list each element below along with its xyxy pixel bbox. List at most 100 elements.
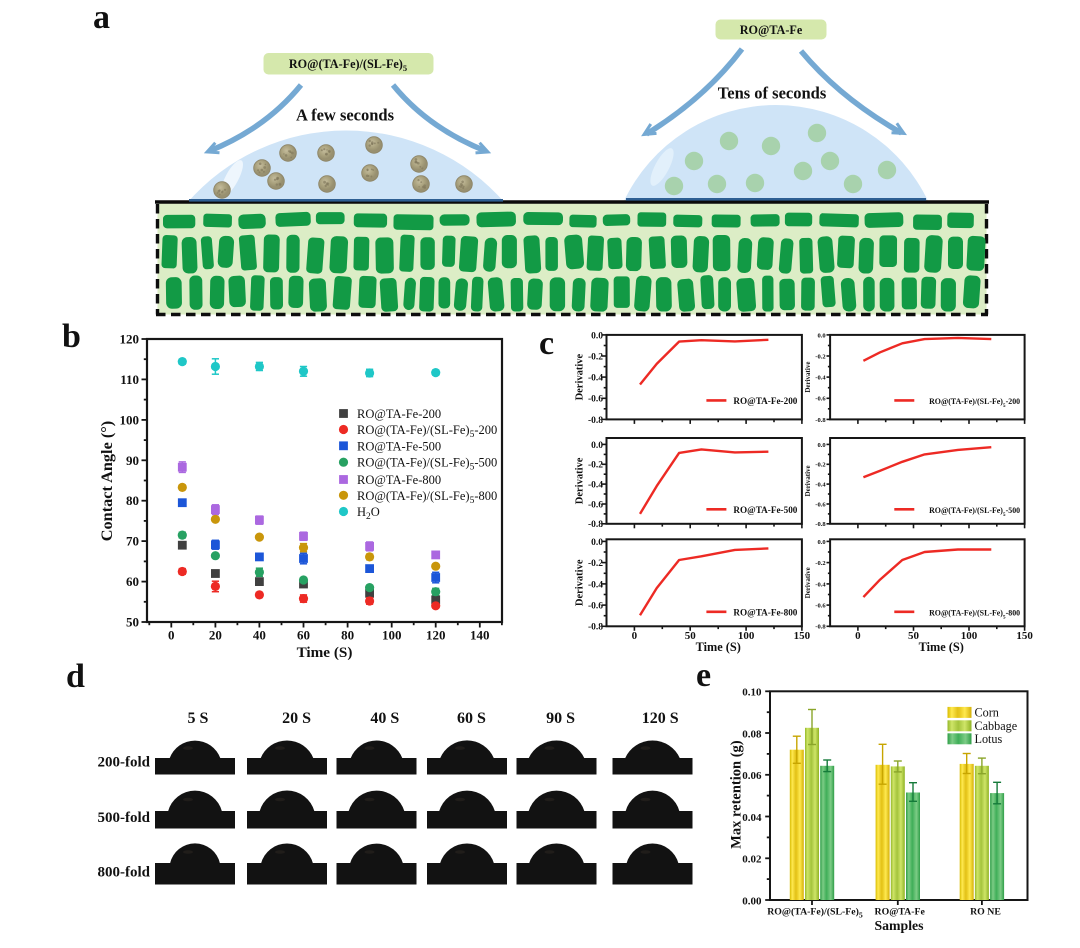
svg-text:-0.8: -0.8 xyxy=(815,624,826,631)
svg-text:0: 0 xyxy=(168,628,175,643)
svg-text:RO@(TA-Fe)/(SL-Fe)5: RO@(TA-Fe)/(SL-Fe)5 xyxy=(289,57,407,73)
svg-text:200-fold: 200-fold xyxy=(98,755,151,771)
svg-text:110: 110 xyxy=(120,372,139,387)
svg-text:90 S: 90 S xyxy=(546,710,575,727)
svg-text:b: b xyxy=(62,318,81,355)
svg-text:-0.6: -0.6 xyxy=(815,396,826,403)
svg-text:-0.2: -0.2 xyxy=(588,352,603,362)
svg-text:50: 50 xyxy=(126,615,139,630)
svg-text:-0.8: -0.8 xyxy=(588,520,603,530)
svg-text:0: 0 xyxy=(632,630,638,642)
svg-text:Derivative: Derivative xyxy=(804,567,812,598)
svg-text:c: c xyxy=(539,325,554,362)
svg-text:80: 80 xyxy=(126,493,139,508)
svg-text:-0.6: -0.6 xyxy=(588,602,603,612)
svg-text:90: 90 xyxy=(126,453,139,468)
svg-text:-0.4: -0.4 xyxy=(815,375,826,382)
svg-text:-0.4: -0.4 xyxy=(588,374,603,384)
svg-text:-0.2: -0.2 xyxy=(588,559,603,569)
svg-text:70: 70 xyxy=(126,534,139,549)
svg-text:-0.6: -0.6 xyxy=(815,603,826,610)
svg-text:Derivative: Derivative xyxy=(804,465,812,496)
svg-text:-0.2: -0.2 xyxy=(815,462,825,469)
svg-text:Lotus: Lotus xyxy=(975,732,1003,746)
svg-text:-0.6: -0.6 xyxy=(815,501,826,508)
svg-text:150: 150 xyxy=(794,630,811,642)
svg-text:0.00: 0.00 xyxy=(742,895,762,907)
svg-text:60: 60 xyxy=(126,574,139,589)
svg-text:0.06: 0.06 xyxy=(742,770,762,782)
svg-text:40 S: 40 S xyxy=(370,710,399,727)
svg-text:Derivative: Derivative xyxy=(575,353,586,400)
svg-text:RO@(TA-Fe)/(SL-Fe)5-200: RO@(TA-Fe)/(SL-Fe)5-200 xyxy=(357,423,497,440)
svg-text:140: 140 xyxy=(470,628,490,643)
svg-text:0.08: 0.08 xyxy=(742,728,762,740)
svg-text:-0.2: -0.2 xyxy=(815,353,825,360)
svg-text:H2O: H2O xyxy=(357,505,380,522)
svg-text:50: 50 xyxy=(685,630,697,642)
svg-text:RO@(TA-Fe)/(SL-Fe)5-500: RO@(TA-Fe)/(SL-Fe)5-500 xyxy=(357,456,497,473)
svg-text:100: 100 xyxy=(738,630,755,642)
svg-text:RO@TA-Fe-500: RO@TA-Fe-500 xyxy=(357,439,441,453)
svg-text:150: 150 xyxy=(1016,630,1033,642)
svg-text:20 S: 20 S xyxy=(282,710,311,727)
svg-text:0.10: 0.10 xyxy=(742,687,762,699)
svg-text:a: a xyxy=(93,0,110,36)
svg-text:Time (S): Time (S) xyxy=(919,640,964,654)
svg-text:RO@TA-Fe-800: RO@TA-Fe-800 xyxy=(357,473,441,487)
svg-text:A few seconds: A few seconds xyxy=(296,106,395,125)
svg-text:0.0: 0.0 xyxy=(591,538,603,548)
svg-text:Max retention (g): Max retention (g) xyxy=(729,740,745,849)
svg-text:-0.8: -0.8 xyxy=(588,623,603,633)
svg-text:Time (S): Time (S) xyxy=(696,640,741,654)
svg-text:0.0: 0.0 xyxy=(817,332,825,339)
svg-text:RO@TA-Fe: RO@TA-Fe xyxy=(875,907,926,918)
svg-text:RO@TA-Fe-200: RO@TA-Fe-200 xyxy=(733,396,797,406)
svg-text:d: d xyxy=(66,658,85,695)
svg-text:RO@(TA-Fe)/(SL-Fe)5: RO@(TA-Fe)/(SL-Fe)5 xyxy=(767,907,863,920)
svg-text:-0.6: -0.6 xyxy=(588,395,603,405)
svg-text:Cabbage: Cabbage xyxy=(975,719,1018,733)
svg-text:e: e xyxy=(696,657,711,694)
svg-text:80: 80 xyxy=(341,628,354,643)
svg-text:100: 100 xyxy=(382,628,402,643)
svg-text:Time (S): Time (S) xyxy=(297,644,353,660)
svg-text:500-fold: 500-fold xyxy=(98,810,151,826)
svg-text:0.04: 0.04 xyxy=(742,812,762,824)
svg-text:Derivative: Derivative xyxy=(575,457,586,504)
svg-text:800-fold: 800-fold xyxy=(98,865,151,881)
svg-text:-0.8: -0.8 xyxy=(588,416,603,426)
svg-text:RO@TA-Fe: RO@TA-Fe xyxy=(740,23,803,37)
svg-text:-0.6: -0.6 xyxy=(588,500,603,510)
svg-text:Corn: Corn xyxy=(975,706,999,720)
svg-text:RO@(TA-Fe)/(SL-Fe)5-800: RO@(TA-Fe)/(SL-Fe)5-800 xyxy=(929,608,1020,620)
svg-text:0.0: 0.0 xyxy=(591,441,603,451)
svg-text:RO@TA-Fe-500: RO@TA-Fe-500 xyxy=(733,505,797,515)
svg-text:-0.4: -0.4 xyxy=(815,482,826,489)
svg-text:-0.4: -0.4 xyxy=(815,581,826,588)
svg-text:RO@(TA-Fe)/(SL-Fe)5-200: RO@(TA-Fe)/(SL-Fe)5-200 xyxy=(929,397,1020,409)
svg-text:0.0: 0.0 xyxy=(817,539,825,546)
svg-text:60 S: 60 S xyxy=(457,710,486,727)
svg-text:RO@TA-Fe-800: RO@TA-Fe-800 xyxy=(733,607,797,617)
svg-text:Derivative: Derivative xyxy=(804,362,812,393)
svg-text:-0.4: -0.4 xyxy=(588,580,603,590)
svg-text:RO@TA-Fe-200: RO@TA-Fe-200 xyxy=(357,407,441,421)
svg-text:0.0: 0.0 xyxy=(817,442,825,449)
svg-text:0.0: 0.0 xyxy=(591,331,603,341)
svg-text:40: 40 xyxy=(253,628,266,643)
svg-text:50: 50 xyxy=(908,630,920,642)
svg-text:-0.8: -0.8 xyxy=(815,417,826,424)
svg-text:Tens of seconds: Tens of seconds xyxy=(718,84,827,103)
svg-text:120: 120 xyxy=(426,628,446,643)
svg-text:5 S: 5 S xyxy=(188,710,209,727)
svg-text:Derivative: Derivative xyxy=(575,559,586,606)
svg-text:Samples: Samples xyxy=(874,918,924,933)
svg-text:100: 100 xyxy=(961,630,978,642)
svg-text:120: 120 xyxy=(120,332,140,347)
svg-text:RO@(TA-Fe)/(SL-Fe)5-800: RO@(TA-Fe)/(SL-Fe)5-800 xyxy=(357,489,497,506)
svg-text:Contact Angle (°): Contact Angle (°) xyxy=(97,421,116,541)
svg-text:120 S: 120 S xyxy=(642,710,679,727)
svg-text:0: 0 xyxy=(855,630,861,642)
svg-text:20: 20 xyxy=(209,628,222,643)
